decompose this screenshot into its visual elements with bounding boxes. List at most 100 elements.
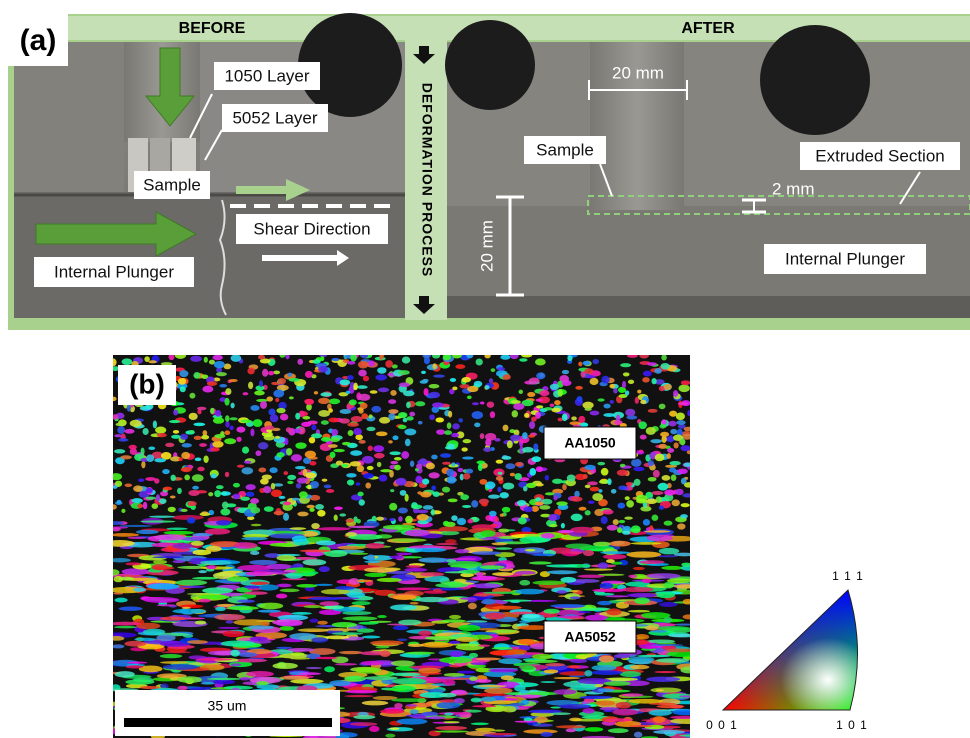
grain	[223, 631, 245, 637]
grain	[201, 435, 209, 440]
grain	[529, 421, 535, 429]
grain	[532, 724, 552, 727]
grain	[210, 447, 219, 451]
grain	[570, 659, 587, 663]
grain	[262, 369, 268, 377]
grain	[529, 468, 536, 476]
grain	[302, 416, 310, 420]
grain	[500, 514, 504, 517]
grain	[481, 530, 496, 537]
grain	[321, 437, 331, 442]
grain	[379, 475, 387, 482]
grain	[462, 377, 471, 383]
grain	[322, 479, 328, 482]
grain	[423, 505, 434, 509]
grain	[359, 499, 365, 505]
grain	[134, 638, 156, 641]
grain	[390, 489, 394, 492]
grain	[605, 595, 628, 597]
grain	[680, 514, 688, 518]
grain	[680, 667, 695, 674]
grain	[357, 492, 363, 497]
grain	[287, 481, 293, 484]
grain	[260, 401, 267, 409]
grain	[362, 636, 380, 639]
grain	[606, 608, 621, 615]
grain	[310, 619, 319, 623]
grain	[166, 527, 187, 530]
grain	[271, 483, 275, 490]
grain	[431, 455, 438, 460]
grain	[522, 432, 528, 439]
grain	[680, 439, 686, 445]
grain	[461, 447, 467, 451]
grain	[452, 423, 460, 429]
grain	[533, 443, 538, 450]
grain	[584, 568, 613, 570]
grain	[654, 671, 676, 673]
grain	[398, 412, 407, 418]
grain	[224, 438, 236, 444]
grain	[639, 450, 643, 453]
grain	[212, 441, 223, 448]
grain	[457, 671, 476, 674]
grain	[536, 405, 543, 408]
grain	[659, 548, 679, 555]
grain	[213, 417, 224, 424]
grain	[370, 640, 404, 645]
grain	[458, 418, 463, 422]
grain	[344, 695, 374, 697]
grain	[394, 703, 402, 709]
grain	[455, 364, 465, 369]
grain	[656, 705, 684, 709]
grain	[403, 418, 408, 422]
grain	[198, 570, 207, 573]
grain	[149, 516, 175, 518]
grain	[365, 482, 371, 488]
grain	[433, 375, 445, 378]
grain	[510, 435, 521, 442]
grain	[199, 599, 211, 603]
legend-top: 1 1 1	[832, 569, 864, 583]
grain	[659, 444, 668, 449]
grain	[616, 415, 621, 422]
grain	[443, 521, 449, 527]
grain	[409, 412, 415, 417]
grain	[347, 593, 365, 598]
grain	[305, 399, 314, 405]
grain	[410, 602, 419, 605]
grain	[250, 507, 260, 514]
grain	[132, 498, 143, 503]
grain	[584, 368, 593, 374]
grain	[264, 572, 288, 574]
grain	[378, 388, 389, 393]
grain	[625, 390, 629, 395]
grain	[549, 524, 557, 527]
grain	[472, 705, 496, 707]
grain	[415, 401, 425, 406]
grain	[585, 615, 608, 621]
grain	[325, 635, 349, 639]
grain	[510, 352, 519, 359]
grain	[231, 663, 242, 666]
grain	[443, 679, 456, 685]
grain	[362, 701, 389, 706]
grain	[357, 385, 368, 389]
grain	[188, 490, 199, 496]
grain	[664, 521, 673, 526]
grain	[295, 413, 300, 420]
grain	[675, 623, 693, 625]
grain	[305, 472, 316, 478]
grain	[229, 417, 237, 420]
grain	[590, 487, 600, 492]
panel-a-label: (a)	[20, 24, 57, 57]
grain	[406, 416, 413, 420]
grain	[187, 501, 197, 506]
grain	[439, 657, 472, 663]
grain	[633, 467, 644, 471]
grain	[578, 611, 591, 613]
grain	[246, 671, 274, 677]
grain	[315, 504, 324, 510]
grain	[503, 425, 509, 432]
grain	[172, 609, 206, 614]
